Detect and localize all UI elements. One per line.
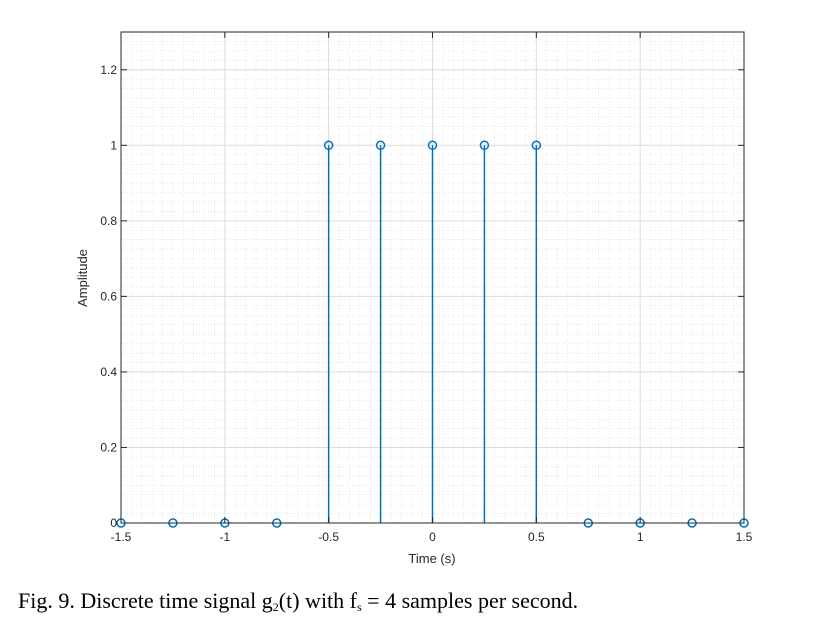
caption-f-subscript: s: [357, 600, 362, 614]
axis-ticks: [120, 32, 745, 524]
stem-marker: [375, 140, 386, 151]
caption-prefix: Fig. 9. Discrete time signal g: [18, 588, 273, 613]
caption-suffix: = 4 samples per second.: [361, 588, 579, 613]
stem-marker: [531, 140, 542, 151]
figure-caption: Fig. 9. Discrete time signal g2(t) with …: [18, 588, 578, 615]
y-tick-label: 0.4: [100, 365, 117, 379]
x-tick-label: -1.5: [111, 530, 132, 544]
caption-middle: (t) with f: [278, 588, 357, 613]
x-tick-label: -0.5: [318, 530, 339, 544]
y-tick-label: 0.8: [100, 214, 117, 228]
y-tick-label: 0: [110, 516, 117, 530]
y-tick-labels: 0 0.2 0.4 0.6 0.8 1 1.2: [100, 63, 117, 530]
x-tick-label: 0: [429, 530, 436, 544]
stem-marker: [427, 140, 438, 151]
stem-marker: [479, 140, 490, 151]
stem-chart: -1.5 -1 -0.5 0 0.5 1 1.5 0 0.2 0.4 0.6 0.8 1 1.2 Tim…: [75, 31, 753, 566]
y-tick-label: 1.2: [100, 63, 117, 77]
y-tick-label: 1: [110, 138, 117, 152]
x-tick-label: 1: [637, 530, 644, 544]
x-axis-label: Time (s): [408, 551, 455, 566]
x-tick-labels: -1.5 -1 -0.5 0 0.5 1 1.5: [111, 530, 753, 544]
x-tick-label: 1.5: [736, 530, 753, 544]
caption-g-subscript: 2: [272, 600, 279, 614]
x-tick-label: 0.5: [528, 530, 545, 544]
stem-series: [116, 140, 749, 528]
x-tick-label: -1: [219, 530, 230, 544]
stem-marker: [323, 140, 334, 151]
y-tick-label: 0.2: [100, 440, 117, 454]
y-axis-label: Amplitude: [75, 249, 90, 307]
y-tick-label: 0.6: [100, 289, 117, 303]
